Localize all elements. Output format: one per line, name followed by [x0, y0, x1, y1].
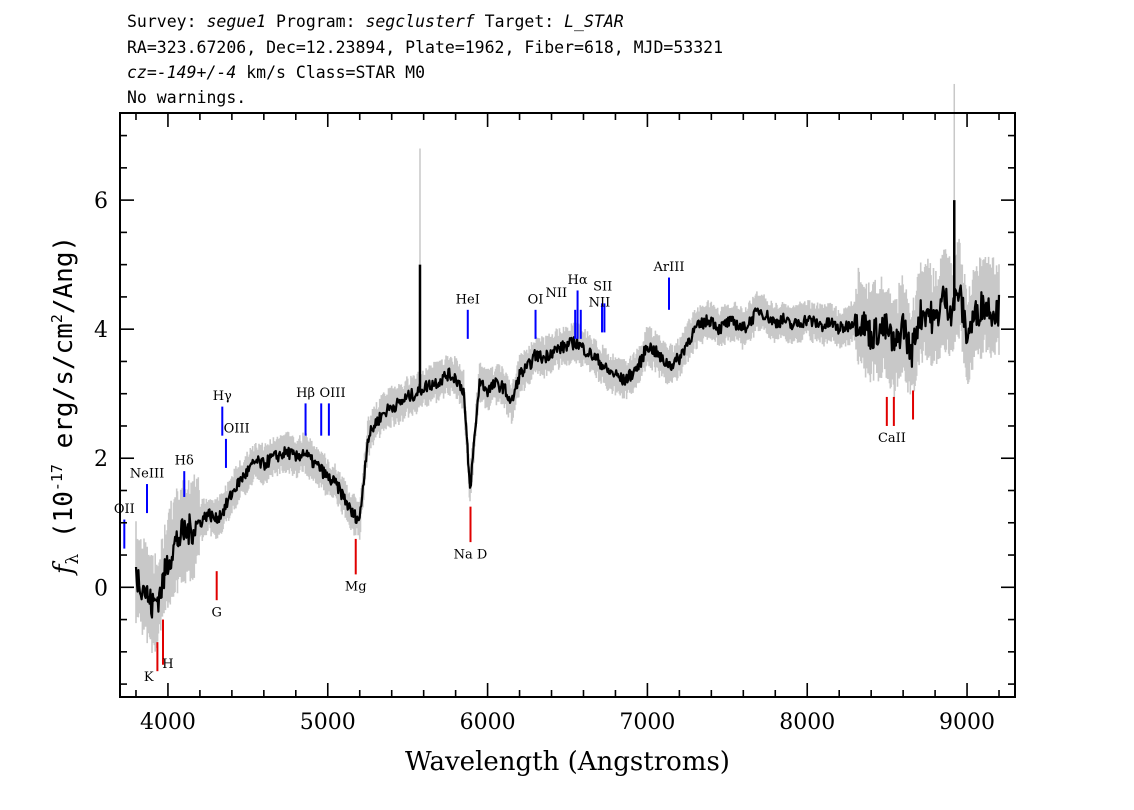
- line-label-18: Na D: [454, 547, 488, 562]
- y-tick-label-3: 6: [94, 189, 108, 214]
- y-axis-title: fλ (10-17 erg/s/cm2/Ang): [48, 236, 83, 576]
- flux-line: [134, 284, 1001, 619]
- line-label-16: G: [211, 605, 221, 620]
- x-tick-label-5: 9000: [939, 710, 995, 735]
- line-label-5: Hβ: [296, 386, 315, 401]
- survey-label: Survey:: [127, 12, 207, 31]
- line-label-6: OIII: [320, 386, 346, 401]
- line-label-19: CaII: [878, 431, 906, 446]
- line-label-7: HeI: [456, 292, 480, 307]
- line-label-15: H: [162, 657, 173, 672]
- axes-layer: 4000 5000 6000 7000 8000 9000 0 2 4 6 Wavelength (…: [48, 112, 1016, 777]
- redshift-value: cz=-149+/-4: [127, 63, 237, 82]
- y-tick-label-1: 2: [94, 447, 108, 472]
- x-tick-label-1: 5000: [300, 710, 356, 735]
- x-tick-label-4: 8000: [779, 710, 835, 735]
- x-tick-label-0: 4000: [140, 710, 196, 735]
- line-label-17: Mg: [345, 580, 367, 595]
- line-label-2: Hδ: [175, 454, 194, 469]
- target-label: Target:: [474, 12, 565, 31]
- noise-band: [135, 238, 1000, 653]
- line-label-8: OI: [528, 292, 544, 307]
- header-line-warnings: No warnings.: [127, 88, 247, 107]
- program-label: Program:: [266, 12, 366, 31]
- target-value: L_STAR: [564, 12, 624, 31]
- survey-value: segue1: [206, 12, 267, 31]
- x-tick-label-2: 6000: [460, 710, 516, 735]
- header-line-redshift: cz=-149+/-4 km/s Class=STAR M0: [127, 63, 425, 82]
- line-label-13: ArIII: [652, 260, 684, 275]
- class-text: km/s Class=STAR M0: [236, 63, 426, 82]
- line-label-1: NeIII: [130, 467, 164, 482]
- plot-frame: [119, 112, 1016, 698]
- line-label-4: OIII: [224, 421, 250, 436]
- line-label-11: SII: [593, 279, 612, 294]
- noise-band-layer: [135, 83, 1000, 653]
- line-label-3: Hγ: [213, 389, 232, 404]
- y-tick-label-2: 4: [94, 318, 108, 343]
- header-line-coords: RA=323.67206, Dec=12.23894, Plate=1962, …: [127, 38, 724, 57]
- line-label-9: NII: [545, 286, 567, 301]
- header-line-survey: Survey: segue1 Program: segclusterf Targ…: [127, 12, 624, 31]
- program-value: segclusterf: [365, 12, 475, 31]
- line-label-14: K: [144, 670, 154, 685]
- x-tick-label-3: 7000: [619, 710, 675, 735]
- line-label-10: Hα: [568, 273, 588, 288]
- flux-layer: [134, 200, 1001, 619]
- line-label-0: OII: [114, 502, 135, 517]
- x-axis-title: Wavelength (Angstroms): [405, 747, 730, 777]
- line-label-12: NII: [589, 296, 611, 311]
- y-tick-label-0: 0: [94, 576, 108, 601]
